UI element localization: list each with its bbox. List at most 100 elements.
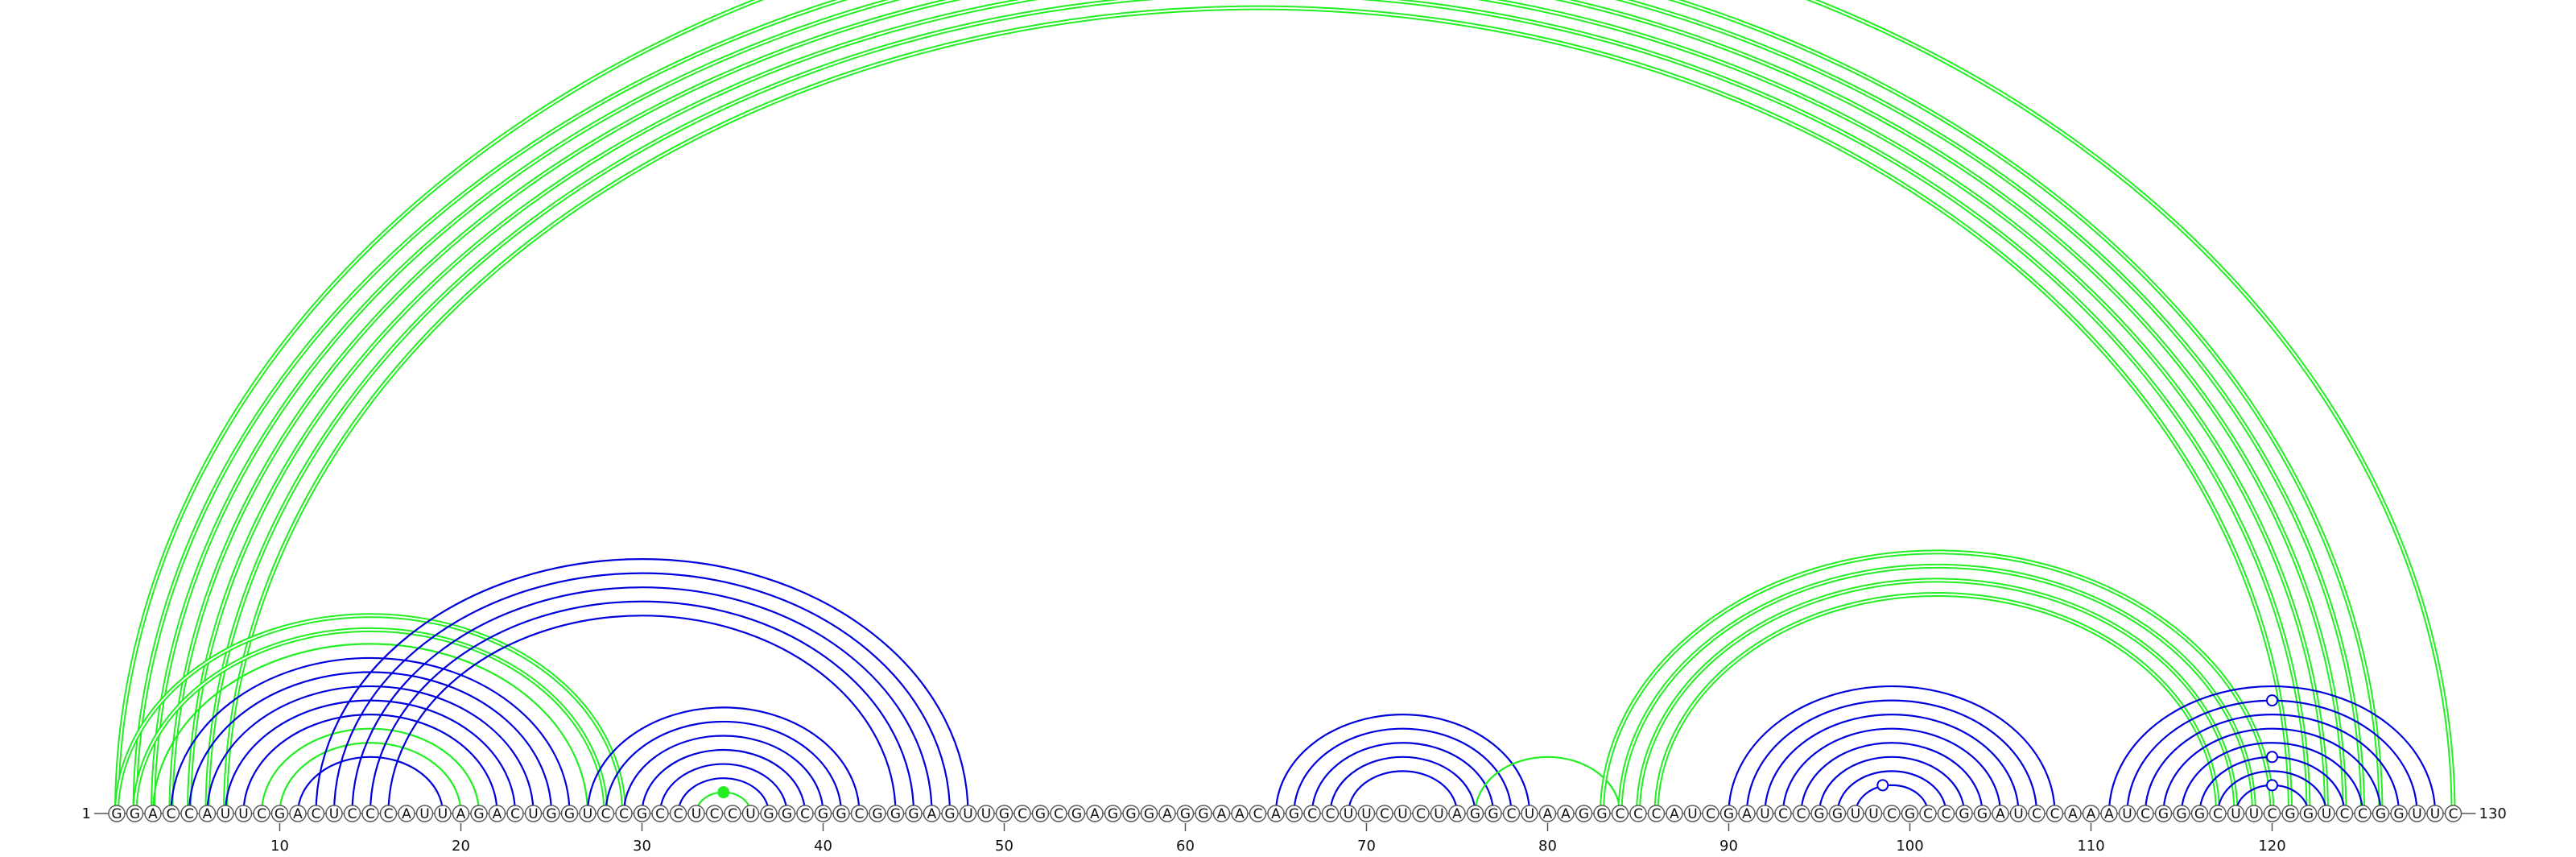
nucleotide-60: G	[1180, 806, 1191, 822]
nucleotide-circle-83	[1593, 805, 1611, 822]
nucleotide-122: G	[2303, 806, 2314, 822]
arc-gap-5-123	[188, 0, 2327, 814]
nucleotide-circle-127	[2390, 805, 2408, 822]
nucleotide-118: U	[2231, 806, 2240, 822]
arc-9-21	[260, 727, 481, 814]
nucleotide-80: A	[1543, 806, 1553, 822]
tick-label-100: 100	[1896, 838, 1923, 855]
nucleotide-121: G	[2285, 806, 2295, 822]
nucleotide-30: G	[637, 806, 647, 822]
nucleotide-39: C	[800, 806, 810, 822]
arc-13-47	[332, 572, 952, 814]
arc-31-38	[658, 763, 788, 814]
nucleotide-circle-118	[2227, 805, 2245, 822]
nucleotide-105: A	[1996, 806, 2005, 822]
nucleotide-2: G	[130, 806, 140, 822]
nucleotide-circle-9	[253, 805, 270, 822]
nucleotide-53: C	[1054, 806, 1063, 822]
nucleotide-76: G	[1470, 806, 1480, 822]
nucleotide-16: C	[384, 806, 394, 822]
nucleotide-119: U	[2249, 806, 2259, 822]
nucleotide-circle-15	[361, 805, 379, 822]
nucleotide-41: G	[836, 806, 846, 822]
nucleotide-circle-31	[651, 805, 669, 822]
nucleotide-126: G	[2376, 806, 2386, 822]
nucleotide-85: C	[1633, 806, 1643, 822]
nucleotide-73: C	[1416, 806, 1426, 822]
nucleotide-50: G	[999, 806, 1009, 822]
tick-label-120: 120	[2258, 838, 2285, 855]
nucleotide-10: G	[275, 806, 285, 822]
nucleotide-circle-116	[2190, 805, 2209, 822]
nucleotide-circle-100	[1901, 805, 1919, 822]
nucleotide-circle-54	[1067, 805, 1086, 822]
nucleotide-104: G	[1977, 806, 1988, 822]
nucleotide-111: A	[2104, 806, 2114, 822]
arc-gap-2-126	[134, 0, 2382, 814]
tick-label-20: 20	[452, 838, 470, 855]
nucleotide-circle-61	[1195, 805, 1212, 822]
nucleotide-5: C	[184, 806, 194, 822]
arc-8-22	[242, 714, 498, 814]
nucleotide-circle-58	[1140, 805, 1158, 822]
nucleotide-34: C	[710, 806, 720, 822]
nucleotide-4: C	[167, 806, 176, 822]
nucleotide-circle-44	[886, 805, 905, 822]
nucleotide-circle-60	[1176, 805, 1195, 822]
nucleotide-43: G	[872, 806, 882, 822]
arc-32-37	[677, 777, 770, 814]
nucleotide-35: C	[728, 806, 737, 822]
arc-4-26	[170, 656, 571, 814]
nucleotide-circle-53	[1050, 805, 1067, 822]
tick-axis: 10 20 30 40 50 60 70 80 90 100 110 120	[270, 823, 2286, 855]
nucleotide-circle-70	[1357, 805, 1376, 822]
nucleotide-circle-34	[705, 805, 724, 822]
arc-10-20	[279, 742, 462, 814]
arc-83-120	[1600, 549, 2275, 814]
nucleotide-49: U	[981, 806, 991, 822]
nucleotide-78: C	[1507, 806, 1517, 822]
nucleotide-circle-7	[217, 805, 234, 822]
arc-12-48	[315, 558, 969, 814]
arc-111-129	[2107, 685, 2437, 814]
nucleotide-circle-105	[1992, 805, 2009, 822]
nucleotide-27: U	[583, 806, 592, 822]
nucleotide-110: A	[2087, 806, 2096, 822]
nucleotide-54: G	[1071, 806, 1082, 822]
nucleotide-circle-81	[1557, 805, 1575, 822]
nucleotide-circle-89	[1702, 805, 1719, 822]
nucleotide-108: C	[2050, 806, 2060, 822]
nucleotide-97: U	[1851, 806, 1860, 822]
nucleotide-56: G	[1108, 806, 1118, 822]
nucleotide-circle-121	[2281, 805, 2299, 822]
nucleotide-circle-82	[1575, 805, 1593, 822]
nucleotide-127: G	[2393, 806, 2404, 822]
nucleotide-107: C	[2032, 806, 2041, 822]
nucleotide-circle-64	[1249, 805, 1267, 822]
nucleotide-83: G	[1596, 806, 1607, 822]
nucleotide-112: U	[2122, 806, 2132, 822]
nucleotide-circle-86	[1647, 805, 1666, 822]
nucleotide-circle-25	[543, 805, 560, 822]
nucleotide-29: C	[619, 806, 629, 822]
nucleotide-circle-123	[2318, 805, 2335, 822]
nucleotide-32: C	[674, 806, 683, 822]
nucleotide-circle-51	[1013, 805, 1031, 822]
nucleotide-circle-42	[850, 805, 869, 822]
arc-84-119	[1617, 563, 2256, 814]
nucleotide-6: A	[203, 806, 213, 822]
nucleotide-128: U	[2412, 806, 2421, 822]
nucleotide-3: A	[148, 806, 158, 822]
nucleotide-circle-126	[2372, 805, 2390, 822]
nucleotide-circle-41	[832, 805, 850, 822]
nucleotide-18: U	[419, 806, 429, 822]
nucleotide-circle-72	[1393, 805, 1412, 822]
nucleotide-circle-103	[1955, 805, 1973, 822]
arc-90-108	[1728, 685, 2056, 814]
nucleotide-26: G	[564, 806, 575, 822]
nucleotide-65: A	[1271, 806, 1281, 822]
nucleotide-98: U	[1868, 806, 1878, 822]
nucleotide-circle-102	[1937, 805, 1955, 822]
nucleotide-circle-71	[1376, 805, 1393, 822]
